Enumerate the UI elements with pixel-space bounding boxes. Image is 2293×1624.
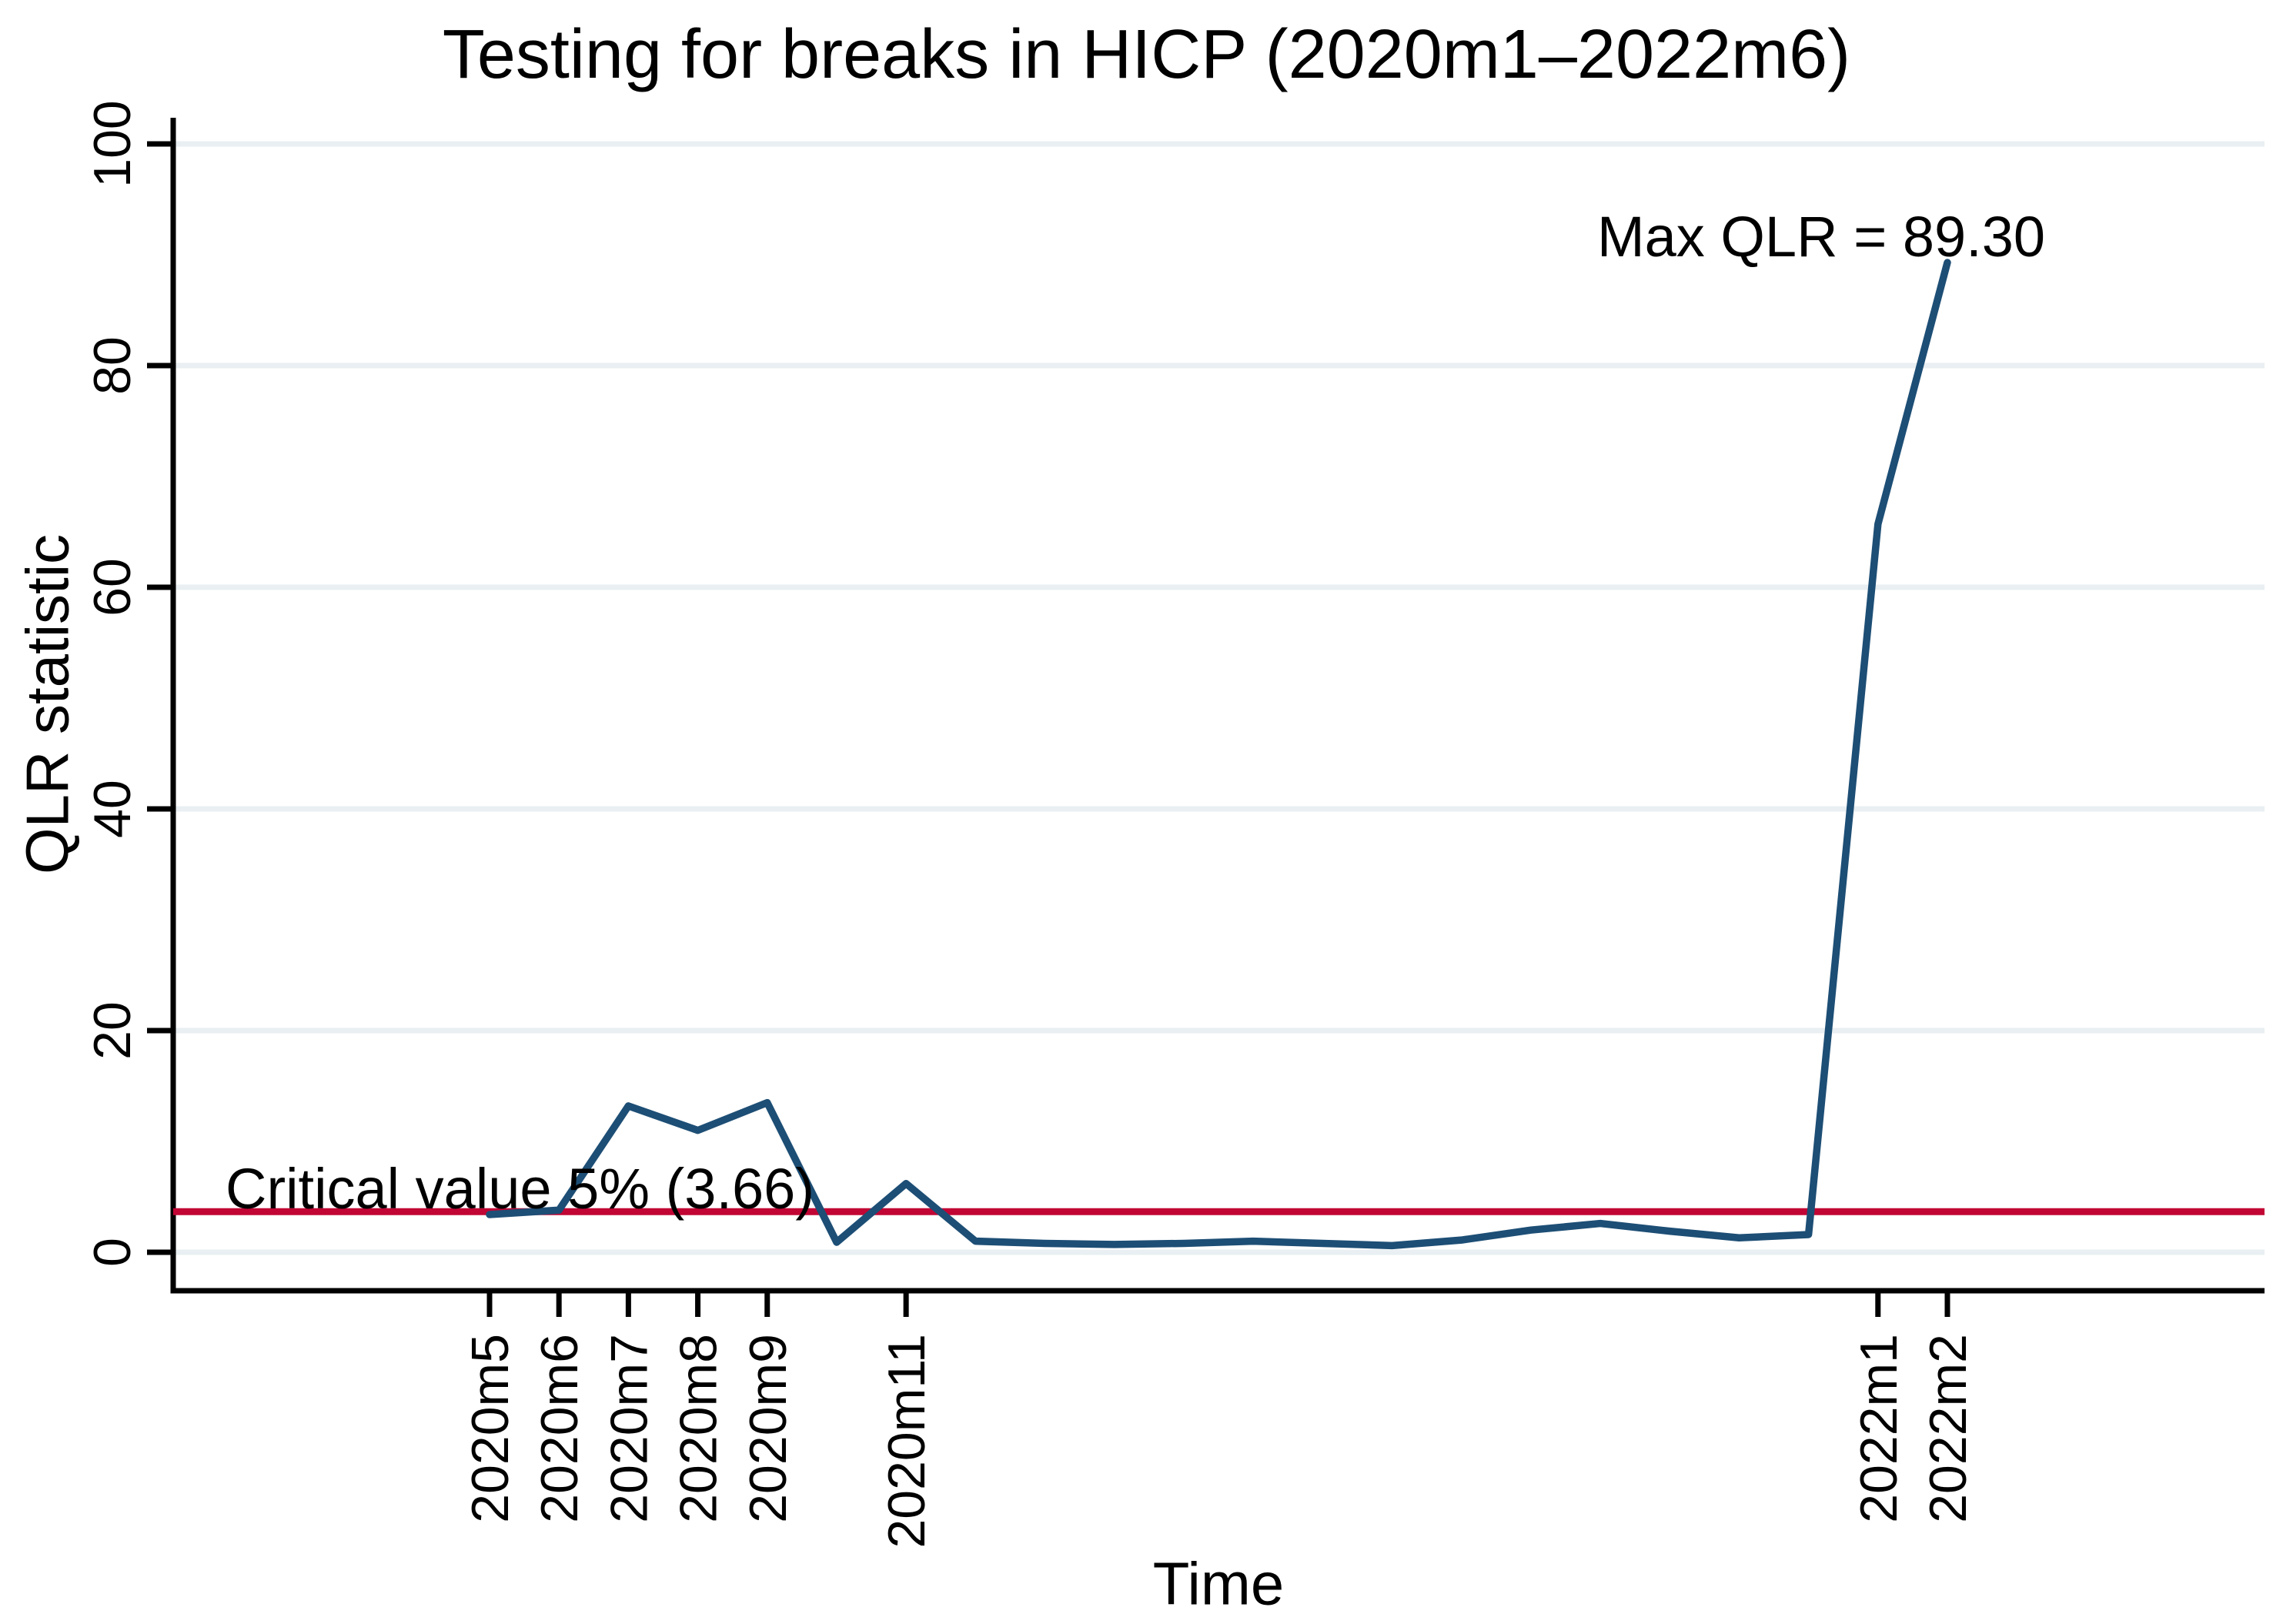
max-qlr-annotation: Max QLR = 89.30 — [1597, 205, 2046, 269]
y-tick-label: 0 — [83, 1238, 142, 1267]
chart-title: Testing for breaks in HICP (2020m1–2022m… — [442, 16, 1851, 93]
y-tick-label: 100 — [83, 100, 142, 187]
qlr-statistic-line — [486, 259, 1951, 1250]
x-tick-label: 2020m5 — [461, 1334, 520, 1523]
y-tick-label: 20 — [83, 1001, 142, 1060]
x-tick-label: 2020m9 — [739, 1334, 797, 1523]
x-axis-title: Time — [1152, 1549, 1285, 1618]
x-tick-label: 2020m6 — [530, 1334, 589, 1523]
y-tick-label: 80 — [83, 336, 142, 395]
x-tick-label: 2022m2 — [1919, 1334, 1977, 1523]
y-tick-label: 60 — [83, 558, 142, 617]
critical-value-annotation: Critical value 5% (3.66) — [226, 1157, 814, 1221]
x-tick-label: 2020m7 — [600, 1334, 658, 1523]
x-tick-label: 2022m1 — [1850, 1334, 1908, 1523]
x-tick-label: 2020m8 — [670, 1334, 728, 1523]
x-tick-label: 2020m11 — [877, 1334, 936, 1549]
y-tick-label: 40 — [83, 780, 142, 838]
